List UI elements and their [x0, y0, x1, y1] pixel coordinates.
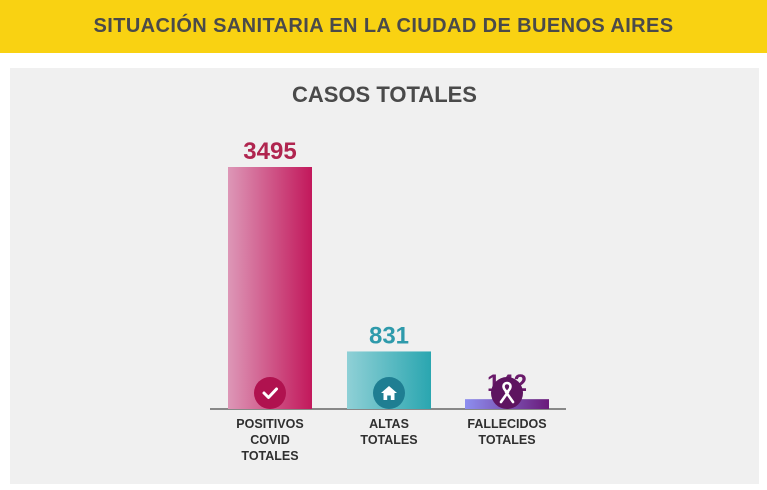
bar — [228, 167, 312, 409]
header-banner: SITUACIÓN SANITARIA EN LA CIUDAD DE BUEN… — [0, 0, 767, 53]
bar-chart: 3495 POSITIVOS COVID TOTALES 831 ALTAS TOTALES… — [210, 138, 566, 463]
category-label: ALTAS TOTALES — [360, 417, 417, 447]
check-icon — [254, 377, 286, 409]
category-label: POSITIVOS COVID TOTALES — [236, 417, 303, 463]
home-icon — [373, 377, 405, 409]
ribbon-icon — [491, 377, 523, 409]
page-title: SITUACIÓN SANITARIA EN LA CIUDAD DE BUEN… — [93, 15, 674, 37]
chart-panel: CASOS TOTALES 3495 POSITIVOS COVID TOTALES 8… — [10, 68, 759, 484]
bar-value-label: 831 — [369, 322, 409, 349]
chart-title: CASOS TOTALES — [292, 82, 477, 107]
bar-value-label: 3495 — [243, 138, 296, 165]
category-label: FALLECIDOS TOTALES — [467, 417, 546, 447]
